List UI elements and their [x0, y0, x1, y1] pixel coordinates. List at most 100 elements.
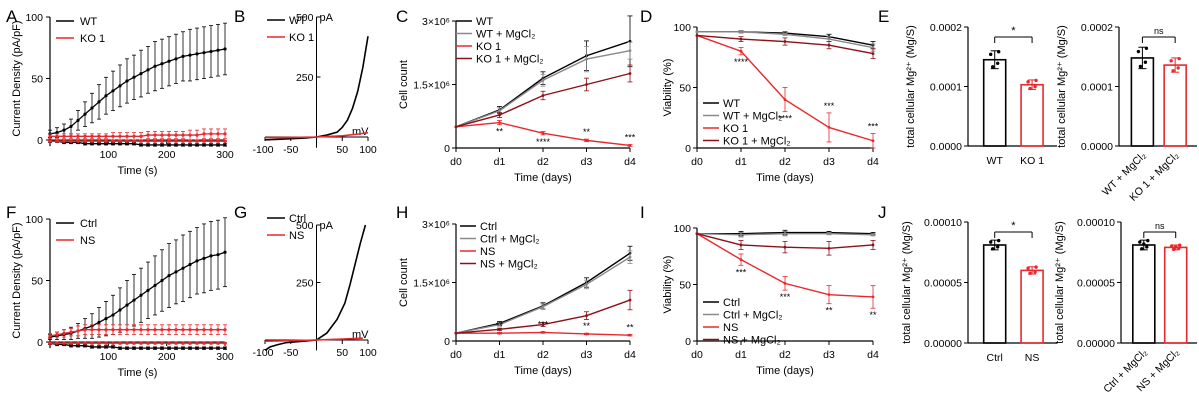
data-dot: [996, 61, 1000, 65]
data-point: [62, 341, 66, 345]
data-point: [167, 143, 171, 147]
data-point: [111, 139, 115, 143]
panel-label: E: [878, 7, 889, 26]
data-point: [48, 334, 52, 338]
data-dot: [1177, 246, 1181, 251]
significance-marker: ***: [625, 133, 636, 143]
legend-label: NS: [723, 322, 738, 334]
data-point: [195, 346, 199, 350]
data-point: [188, 133, 192, 137]
data-point: [69, 344, 73, 348]
data-point: [139, 143, 143, 147]
data-dot: [1177, 56, 1181, 61]
data-point: [498, 327, 501, 331]
data-point: [153, 133, 157, 137]
data-point: [83, 328, 87, 332]
data-point: [62, 139, 66, 143]
data-point: [83, 134, 87, 138]
data-dot: [1170, 244, 1174, 248]
data-point: [132, 134, 136, 138]
x-axis-title: Time (days): [514, 365, 572, 377]
data-point: [160, 346, 164, 350]
data-dot: [989, 240, 993, 244]
legend-label: WT: [723, 98, 740, 110]
data-point: [104, 134, 108, 138]
x-category-label: NS: [1025, 352, 1040, 364]
data-point: [76, 329, 80, 333]
y-tick-label: 250: [296, 278, 314, 290]
data-point: [871, 243, 875, 247]
data-point: [827, 37, 831, 41]
significance-marker: ****: [536, 137, 551, 147]
legend-label: NS: [480, 246, 495, 258]
data-point: [216, 139, 220, 143]
legend-label: NS + MgCl₂: [480, 259, 538, 271]
data-dot: [1171, 69, 1175, 73]
legend-label: KO 1: [289, 32, 314, 44]
x-tick-label: 50: [336, 144, 348, 156]
data-point: [125, 139, 129, 143]
y-tick-label: 100: [673, 22, 691, 34]
data-dot: [1138, 240, 1142, 244]
y-tick-label: 0: [685, 143, 691, 155]
data-point: [202, 132, 206, 136]
x-category-label: Ctrl: [987, 352, 1003, 364]
panel-label: A: [6, 7, 18, 26]
significance-marker: ****: [778, 114, 793, 124]
data-point: [223, 250, 227, 254]
iv-trace: [264, 337, 363, 342]
data-point: [628, 255, 632, 259]
chart-E-left: 0.0000 0.0001 0.0002 total cellular Mg²⁺ (M…: [905, 22, 1057, 167]
data-point: [76, 341, 80, 345]
data-point: [181, 328, 185, 332]
data-point: [118, 134, 122, 138]
data-point: [739, 30, 743, 34]
data-point: [111, 142, 115, 146]
significance-marker: *: [1011, 25, 1016, 37]
data-point: [90, 341, 94, 345]
data-point: [118, 346, 122, 350]
data-point: [188, 341, 192, 345]
data-point: [139, 293, 143, 297]
x-tick-label: d3: [823, 349, 835, 361]
bar: [1163, 246, 1188, 344]
significance-marker: **: [869, 310, 877, 320]
data-point: [118, 142, 122, 146]
data-point: [202, 328, 206, 332]
y-tick-label: 0.00000: [1077, 338, 1115, 350]
x-tick-label: d3: [581, 156, 593, 168]
data-point: [216, 143, 220, 147]
data-point: [202, 341, 206, 345]
data-point: [498, 121, 501, 124]
data-point: [216, 48, 220, 52]
data-dot: [991, 247, 995, 251]
data-dot: [1172, 247, 1176, 252]
data-point: [695, 232, 699, 236]
data-point: [111, 341, 115, 345]
data-dot: [1138, 64, 1143, 69]
data-point: [167, 341, 171, 345]
x-axis-title: Time (s): [118, 367, 158, 379]
bar: [1130, 57, 1155, 147]
data-point: [118, 328, 122, 332]
data-point: [195, 52, 199, 56]
data-point: [827, 293, 831, 297]
data-point: [55, 341, 59, 345]
y-tick-label: 500: [296, 220, 314, 232]
data-point: [62, 331, 66, 335]
data-point: [90, 345, 94, 349]
significance-marker: **: [825, 306, 833, 316]
significance-marker: ***: [780, 292, 791, 302]
y-tick-label: 0: [685, 336, 691, 348]
significance-marker: ***: [538, 320, 549, 330]
data-point: [181, 54, 185, 58]
x-axis-title: Time (s): [118, 165, 158, 177]
data-dot: [991, 65, 995, 69]
x-tick-label: d1: [735, 156, 747, 168]
y-axis-title: total cellular Mg²⁺ (Mg/S): [1054, 221, 1066, 344]
data-point: [181, 266, 185, 270]
data-point: [174, 341, 178, 345]
y-tick-label: 0.0000: [1081, 141, 1113, 153]
data-point: [97, 139, 101, 143]
